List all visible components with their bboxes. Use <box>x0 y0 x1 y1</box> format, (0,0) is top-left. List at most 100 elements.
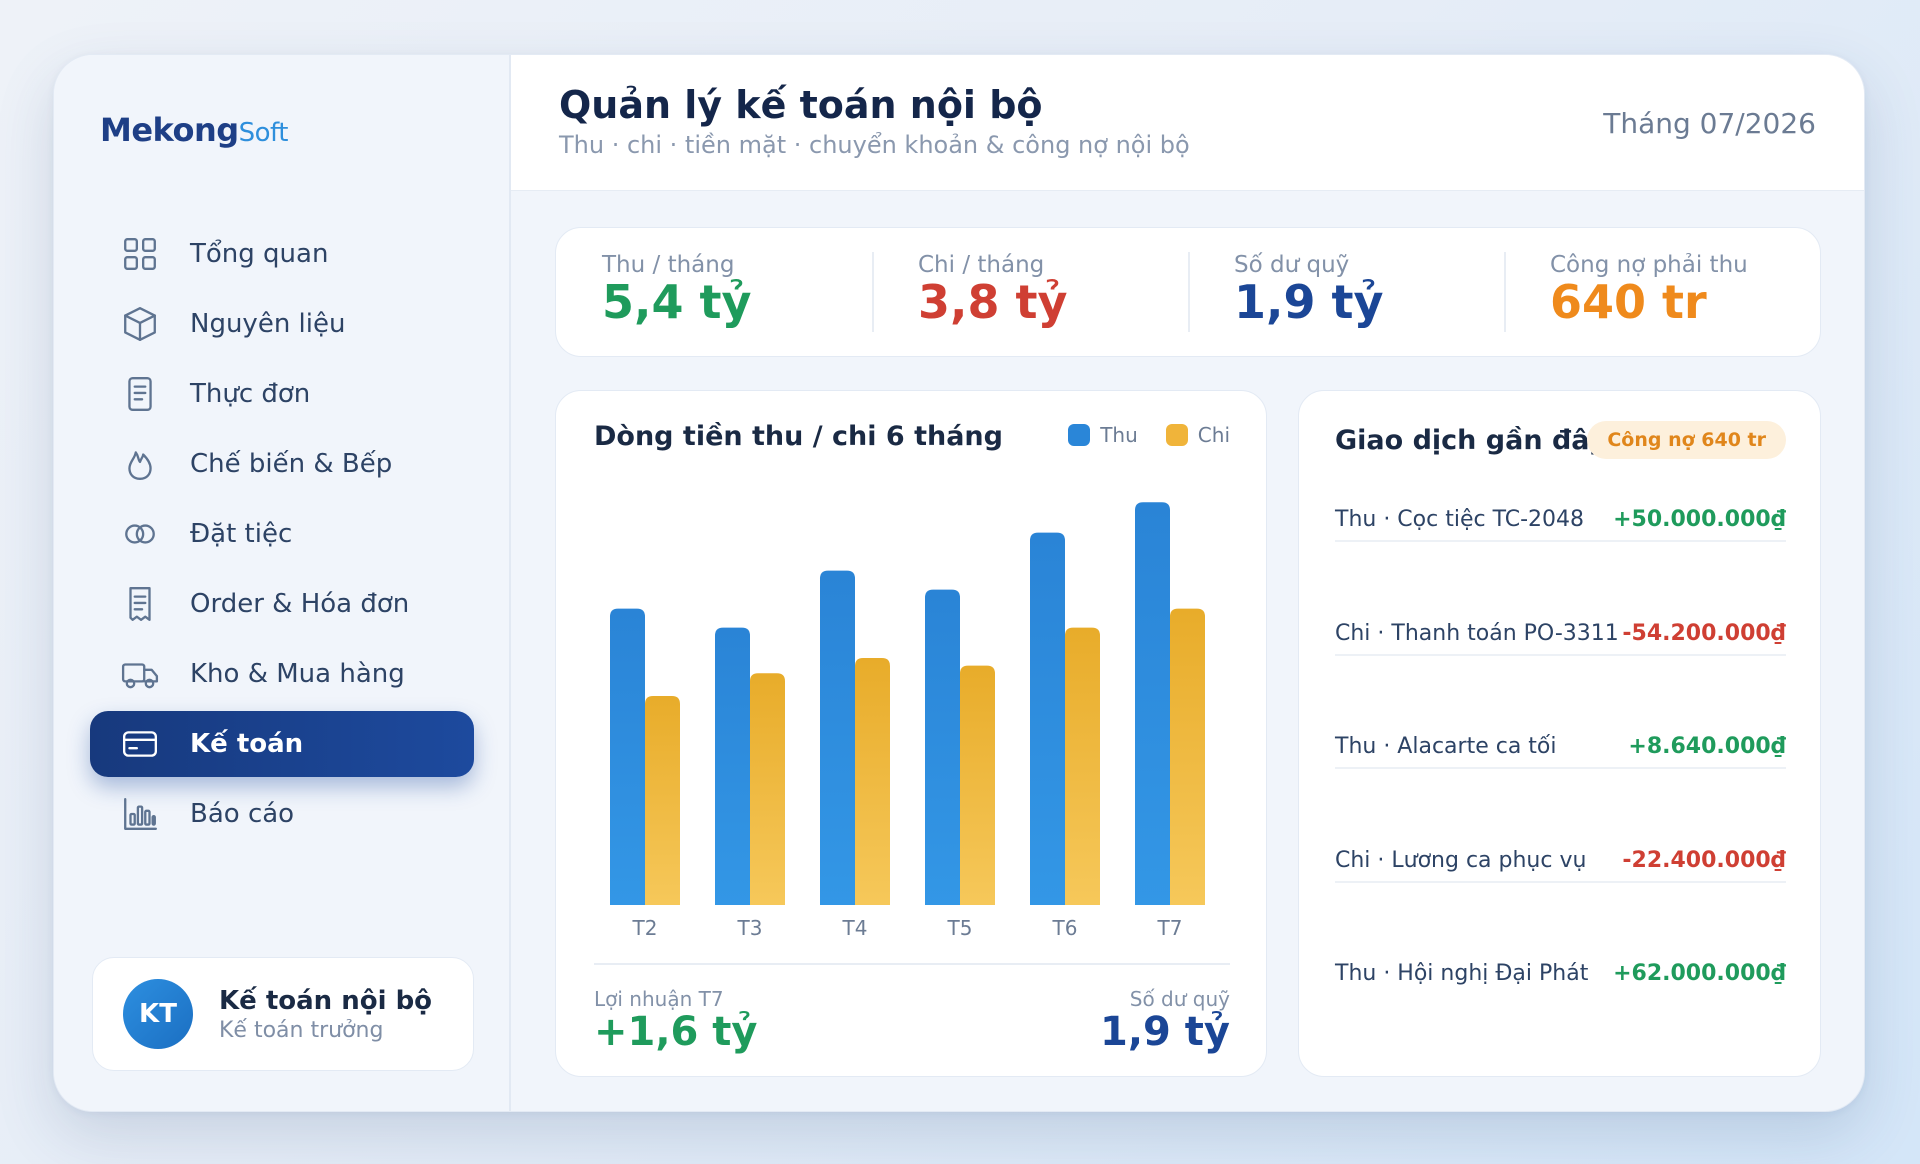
sidebar-item-label: Order & Hóa đơn <box>190 589 410 619</box>
x-tick-label: T3 <box>737 916 763 940</box>
bar-chi-t3[interactable] <box>750 673 785 905</box>
sidebar-item-label: Đặt tiệc <box>190 519 293 549</box>
transaction-row[interactable]: Thu · Cọc tiệc TC-2048 +50.000.000₫ <box>1335 507 1786 621</box>
cashflow-bar-chart: T2 T3 T4 T5 T6 T7 <box>610 502 1205 940</box>
kpi-value: 3,8 tỷ <box>918 275 1068 329</box>
sidebar-item-label: Chế biến & Bếp <box>190 449 393 479</box>
receivables-badge[interactable]: Công nợ 640 tr <box>1587 421 1786 459</box>
transaction-row[interactable]: Thu · Alacarte ca tối +8.640.000₫ <box>1335 734 1786 848</box>
sidebar-nav: Tổng quan Nguyên liệu Thực đơn Chế biến & B… <box>90 221 474 851</box>
avatar: KT <box>123 979 193 1049</box>
x-tick-label: T7 <box>1157 916 1183 940</box>
x-tick-label: T5 <box>947 916 973 940</box>
sidebar-item-label: Báo cáo <box>190 799 295 829</box>
month-label[interactable]: Tháng 07/2026 <box>1603 107 1816 140</box>
transaction-description: Thu · Cọc tiệc TC-2048 <box>1335 507 1585 532</box>
bar-thu-t6[interactable] <box>1030 532 1065 905</box>
chart-legend: Thu Chi <box>1040 423 1230 447</box>
transaction-row[interactable]: Chi · Thanh toán PO-3311 -54.200.000₫ <box>1335 621 1786 735</box>
legend-swatch-thu <box>1068 424 1091 446</box>
user-role: Kế toán trưởng <box>219 1017 384 1043</box>
brand-name-primary: Mekong <box>100 111 239 149</box>
page-subtitle: Thu · chi · tiền mặt · chuyển khoản & cô… <box>559 131 1190 159</box>
transaction-row-content: Chi · Thanh toán PO-3311 -54.200.000₫ <box>1335 621 1786 656</box>
transaction-amount: +62.000.000₫ <box>1613 961 1786 986</box>
transactions-title: Giao dịch gần đây <box>1335 425 1607 456</box>
kpi-value: 640 tr <box>1550 275 1707 329</box>
bar-thu-t2[interactable] <box>610 608 645 905</box>
legend-item-thu[interactable]: Thu <box>1068 423 1138 447</box>
document-icon <box>120 374 160 414</box>
recent-transactions-card: Giao dịch gần đây Công nợ 640 tr Thu · C… <box>1298 390 1821 1077</box>
sidebar-item-bao-cao[interactable]: Báo cáo <box>90 781 474 847</box>
bar-thu-t5[interactable] <box>925 589 960 905</box>
legend-swatch-chi <box>1165 424 1188 446</box>
transaction-description: Chi · Thanh toán PO-3311 <box>1335 620 1619 646</box>
chart-divider <box>594 963 1230 965</box>
sidebar-item-thuc-don[interactable]: Thực đơn <box>90 361 474 427</box>
bar-chi-t6[interactable] <box>1065 627 1100 905</box>
x-tick-label: T4 <box>842 916 868 940</box>
sidebar-item-kho-mua-hang[interactable]: Kho & Mua hàng <box>90 641 474 707</box>
kpi-fund-balance[interactable]: Số dư quỹ 1,9 tỷ <box>1188 228 1504 356</box>
bar-chi-t7[interactable] <box>1170 608 1205 905</box>
cashflow-chart-card: Dòng tiền thu / chi 6 tháng Thu Chi <box>555 390 1267 1077</box>
kpi-label: Công nợ phải thu <box>1550 252 1748 278</box>
brand-logo[interactable]: MekongSoft <box>100 111 288 149</box>
user-card[interactable]: KT Kế toán nội bộ Kế toán trưởng <box>92 957 474 1071</box>
transaction-row-content: Chi · Lương ca phục vụ -22.400.000₫ <box>1335 848 1786 883</box>
fund-balance-value: 1,9 tỷ <box>1100 1009 1230 1055</box>
legend-item-chi[interactable]: Chi <box>1165 423 1230 447</box>
sidebar: MekongSoft Tổng quan Nguyên liệu Thực đơn C… <box>54 55 511 1111</box>
profit-value: +1,6 tỷ <box>594 1009 758 1055</box>
transactions-list: Thu · Cọc tiệc TC-2048 +50.000.000₫ Chi · … <box>1335 507 1786 1075</box>
transaction-amount: +50.000.000₫ <box>1613 507 1786 532</box>
brand-name-secondary: Soft <box>238 118 289 148</box>
app-window: MekongSoft Tổng quan Nguyên liệu Thực đơn C… <box>53 54 1865 1112</box>
truck-icon <box>120 654 160 694</box>
legend-label-chi: Chi <box>1197 423 1230 447</box>
sidebar-item-tong-quan[interactable]: Tổng quan <box>90 221 474 287</box>
sidebar-item-ke-toan[interactable]: Kế toán <box>90 711 474 777</box>
bar-chi-t5[interactable] <box>960 665 995 905</box>
sidebar-item-label: Nguyên liệu <box>190 309 346 339</box>
bar-chi-t2[interactable] <box>645 696 680 905</box>
sidebar-item-order-hoa-don[interactable]: Order & Hóa đơn <box>90 571 474 637</box>
rings-icon <box>120 514 160 554</box>
fund-balance-label: Số dư quỹ <box>1129 987 1230 1011</box>
kpi-expense[interactable]: Chi / tháng 3,8 tỷ <box>872 228 1188 356</box>
bar-thu-t3[interactable] <box>715 627 750 905</box>
page-title: Quản lý kế toán nội bộ <box>559 83 1043 127</box>
kpi-receivables[interactable]: Công nợ phải thu 640 tr <box>1504 228 1820 356</box>
sidebar-item-label: Tổng quan <box>190 239 329 269</box>
kpi-label: Chi / tháng <box>918 252 1045 278</box>
bar-thu-t4[interactable] <box>820 570 855 905</box>
kpi-value: 1,9 tỷ <box>1234 275 1384 329</box>
sidebar-item-dat-tiec[interactable]: Đặt tiệc <box>90 501 474 567</box>
main-content: Quản lý kế toán nội bộ Thu · chi · tiền … <box>511 55 1864 1111</box>
transaction-row-content: Thu · Alacarte ca tối +8.640.000₫ <box>1335 734 1786 769</box>
transaction-amount: -22.400.000₫ <box>1622 847 1786 873</box>
bar-thu-t7[interactable] <box>1135 502 1170 905</box>
bar-chi-t4[interactable] <box>855 658 890 905</box>
kpi-summary-card: Thu / tháng 5,4 tỷ Chi / tháng 3,8 tỷ Số dư … <box>555 227 1821 357</box>
flame-icon <box>120 444 160 484</box>
kpi-label: Thu / tháng <box>602 252 735 278</box>
sidebar-item-label: Kho & Mua hàng <box>190 659 405 689</box>
sidebar-item-che-bien-bep[interactable]: Chế biến & Bếp <box>90 431 474 497</box>
user-name: Kế toán nội bộ <box>219 985 433 1016</box>
legend-label-thu: Thu <box>1100 423 1138 447</box>
transaction-row[interactable]: Thu · Hội nghị Đại Phát +62.000.000₫ <box>1335 961 1786 1075</box>
sidebar-item-nguyen-lieu[interactable]: Nguyên liệu <box>90 291 474 357</box>
box-icon <box>120 304 160 344</box>
transaction-amount: -54.200.000₫ <box>1622 620 1786 646</box>
x-tick-label: T2 <box>632 916 658 940</box>
kpi-revenue[interactable]: Thu / tháng 5,4 tỷ <box>556 228 872 356</box>
x-tick-label: T6 <box>1052 916 1078 940</box>
transaction-description: Chi · Lương ca phục vụ <box>1335 847 1587 873</box>
receipt-icon <box>120 584 160 624</box>
transaction-row[interactable]: Chi · Lương ca phục vụ -22.400.000₫ <box>1335 848 1786 962</box>
grid-icon <box>120 234 160 274</box>
bar-chart-icon <box>120 794 160 834</box>
transaction-row-content: Thu · Hội nghị Đại Phát +62.000.000₫ <box>1335 961 1786 994</box>
